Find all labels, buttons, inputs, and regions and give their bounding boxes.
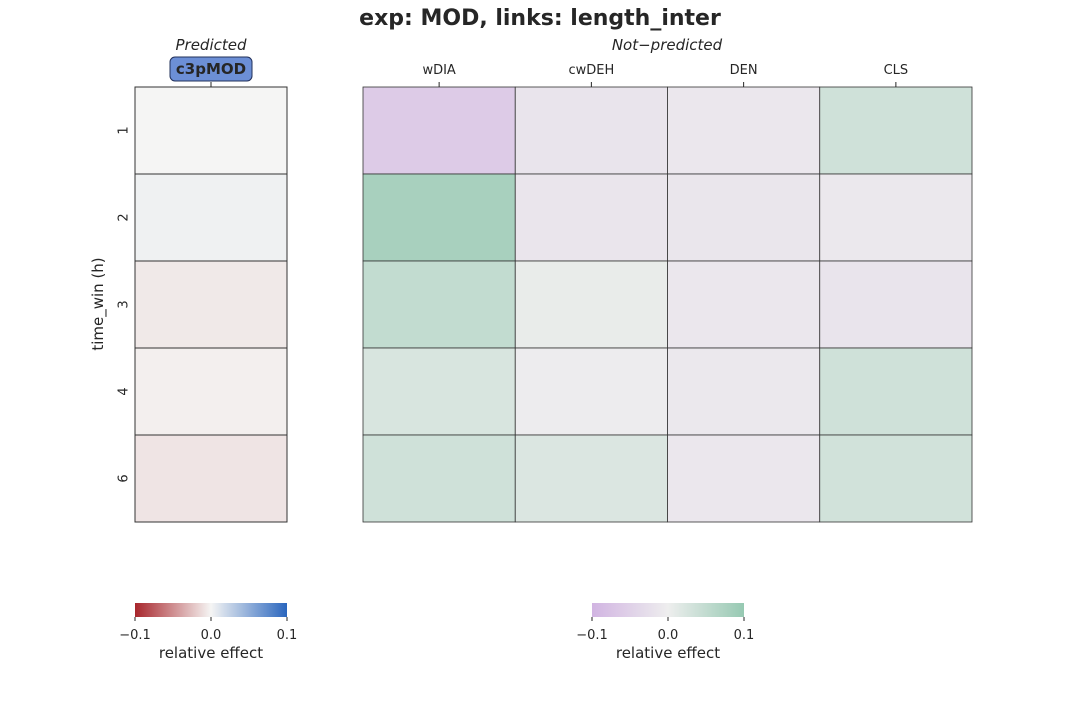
heatmap-cell xyxy=(819,347,973,436)
y-tick-label: 2 xyxy=(117,213,132,221)
x-tick-label: cwDEH xyxy=(568,63,614,78)
colorbar-gradient xyxy=(135,603,287,617)
colorbar-tick-label: −0.1 xyxy=(119,628,151,643)
x-tick-label: CLS xyxy=(884,63,909,78)
x-tick-label: DEN xyxy=(730,63,758,78)
chart-title: exp: MOD, links: length_inter xyxy=(359,6,721,31)
heatmap-cell xyxy=(514,86,668,175)
heatmap-cell xyxy=(362,347,516,436)
heatmap-cell xyxy=(362,434,516,523)
heatmap-cell xyxy=(819,173,973,262)
colorbar-tick-label: −0.1 xyxy=(576,628,608,643)
highlight-badge xyxy=(169,56,253,82)
panel-subtitle-predicted: Predicted xyxy=(175,36,246,54)
heatmap-cell xyxy=(819,86,973,175)
y-tick-label: 6 xyxy=(117,474,132,482)
heatmap-cell xyxy=(667,434,821,523)
heatmap-cell xyxy=(819,260,973,349)
heatmap-cell xyxy=(514,434,668,523)
y-tick-label: 1 xyxy=(117,126,132,134)
heatmap-cell xyxy=(667,86,821,175)
heatmap-panel-not-predicted: wDIA cwDEH DEN CLS xyxy=(362,63,973,523)
colorbar-predicted: −0.1 0.0 0.1 relative effect xyxy=(119,603,297,662)
x-tick-label: c3pMOD xyxy=(176,60,246,78)
heatmap-cell xyxy=(514,347,668,436)
x-tick-label: wDIA xyxy=(422,63,455,78)
heatmap-cell xyxy=(667,173,821,262)
heatmap-cell xyxy=(134,86,288,175)
colorbar-label: relative effect xyxy=(616,644,720,662)
heatmap-cell xyxy=(667,347,821,436)
heatmap-cell xyxy=(819,434,973,523)
y-tick-label: 4 xyxy=(117,387,132,395)
heatmap-cell xyxy=(514,173,668,262)
colorbar-tick-label: 0.1 xyxy=(277,628,298,643)
colorbar-tick-label: 0.1 xyxy=(734,628,755,643)
heatmap-cell xyxy=(134,434,288,523)
heatmap-cell xyxy=(134,347,288,436)
colorbar-tick-label: 0.0 xyxy=(201,628,222,643)
panel-subtitle-not-predicted: Not−predicted xyxy=(612,36,723,54)
heatmap-panel-predicted: c3pMOD 1 2 3 4 6 xyxy=(117,56,288,523)
colorbar-gradient xyxy=(592,603,744,617)
heatmap-cell xyxy=(134,173,288,262)
heatmap-cell xyxy=(514,260,668,349)
heatmap-cell xyxy=(362,260,516,349)
heatmap-cell xyxy=(667,260,821,349)
y-tick-label: 3 xyxy=(117,300,132,308)
y-axis-label: time_win (h) xyxy=(89,257,108,350)
heatmap-cell xyxy=(134,260,288,349)
colorbar-not-predicted: −0.1 0.0 0.1 relative effect xyxy=(576,603,754,662)
colorbar-tick-label: 0.0 xyxy=(658,628,679,643)
heatmap-cell xyxy=(362,173,516,262)
heatmap-cell xyxy=(362,86,516,175)
colorbar-label: relative effect xyxy=(159,644,263,662)
